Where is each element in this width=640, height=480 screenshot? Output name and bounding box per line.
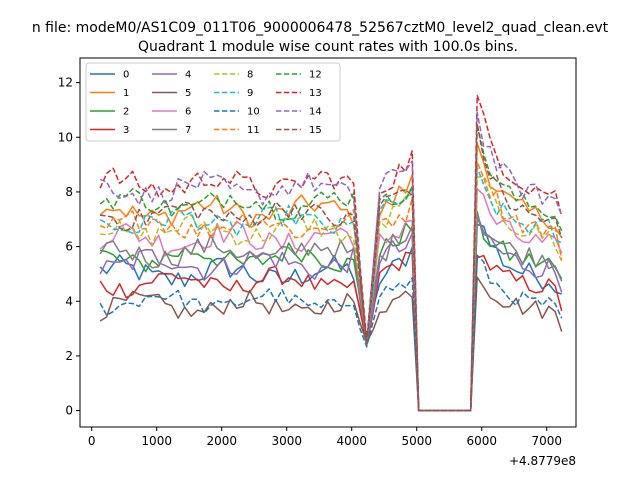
legend-label-10: 10 bbox=[247, 107, 260, 118]
series-line-13 bbox=[99, 94, 563, 412]
y-tick-label: 10 bbox=[58, 130, 73, 144]
y-tick-label: 4 bbox=[65, 294, 73, 308]
legend-label-1: 1 bbox=[123, 88, 129, 99]
x-tick-label: 0 bbox=[88, 434, 96, 448]
series-line-10 bbox=[99, 254, 563, 412]
y-axis: 0 2 4 6 8 10 12 bbox=[58, 76, 80, 418]
x-offset-text: +4.8779e8 bbox=[509, 454, 576, 468]
legend-label-7: 7 bbox=[185, 125, 191, 136]
series-line-12 bbox=[99, 123, 563, 412]
y-tick-label: 0 bbox=[65, 404, 73, 418]
chart-suptitle: n file: modeM0/AS1C09_011T06_9000006478_… bbox=[32, 20, 609, 36]
y-tick-label: 8 bbox=[65, 185, 73, 199]
plot-frame bbox=[79, 57, 577, 428]
legend-label-2: 2 bbox=[123, 107, 129, 118]
legend-label-11: 11 bbox=[247, 125, 260, 136]
series-line-0 bbox=[99, 223, 562, 412]
legend-label-0: 0 bbox=[123, 70, 129, 81]
series-line-3 bbox=[99, 251, 563, 412]
x-tick-label: 2000 bbox=[206, 434, 237, 448]
x-tick-label: 4000 bbox=[336, 434, 367, 448]
legend-label-9: 9 bbox=[247, 88, 253, 99]
legend-label-15: 15 bbox=[309, 125, 322, 136]
legend-label-5: 5 bbox=[185, 88, 191, 99]
series-line-11 bbox=[99, 161, 563, 412]
chart-title: Quadrant 1 module wise count rates with … bbox=[138, 39, 518, 55]
x-tick-label: 3000 bbox=[271, 434, 302, 448]
series-line-7 bbox=[99, 216, 563, 412]
series-line-2 bbox=[99, 210, 563, 412]
legend-label-8: 8 bbox=[247, 70, 253, 81]
x-tick-label: 1000 bbox=[141, 434, 172, 448]
x-tick-label: 5000 bbox=[401, 434, 432, 448]
x-tick-label: 6000 bbox=[466, 434, 497, 448]
series-line-5 bbox=[99, 276, 563, 412]
series-layer bbox=[99, 94, 563, 412]
series-line-1 bbox=[99, 142, 563, 412]
series-line-9 bbox=[99, 166, 563, 412]
legend-label-4: 4 bbox=[185, 70, 191, 81]
legend-label-6: 6 bbox=[185, 107, 191, 118]
y-tick-label: 6 bbox=[65, 240, 73, 254]
legend-label-13: 13 bbox=[309, 88, 322, 99]
x-axis: 0 1000 2000 3000 4000 5000 6000 7000 bbox=[88, 427, 562, 448]
legend-frame bbox=[85, 62, 341, 142]
x-tick-label: 7000 bbox=[531, 434, 562, 448]
legend-label-3: 3 bbox=[123, 125, 129, 136]
series-line-6 bbox=[99, 187, 563, 412]
legend-label-14: 14 bbox=[309, 107, 322, 118]
y-tick-label: 12 bbox=[58, 76, 73, 90]
y-tick-label: 2 bbox=[65, 349, 73, 363]
legend-label-12: 12 bbox=[309, 70, 322, 81]
series-line-4 bbox=[99, 213, 563, 412]
series-line-14 bbox=[99, 111, 563, 412]
